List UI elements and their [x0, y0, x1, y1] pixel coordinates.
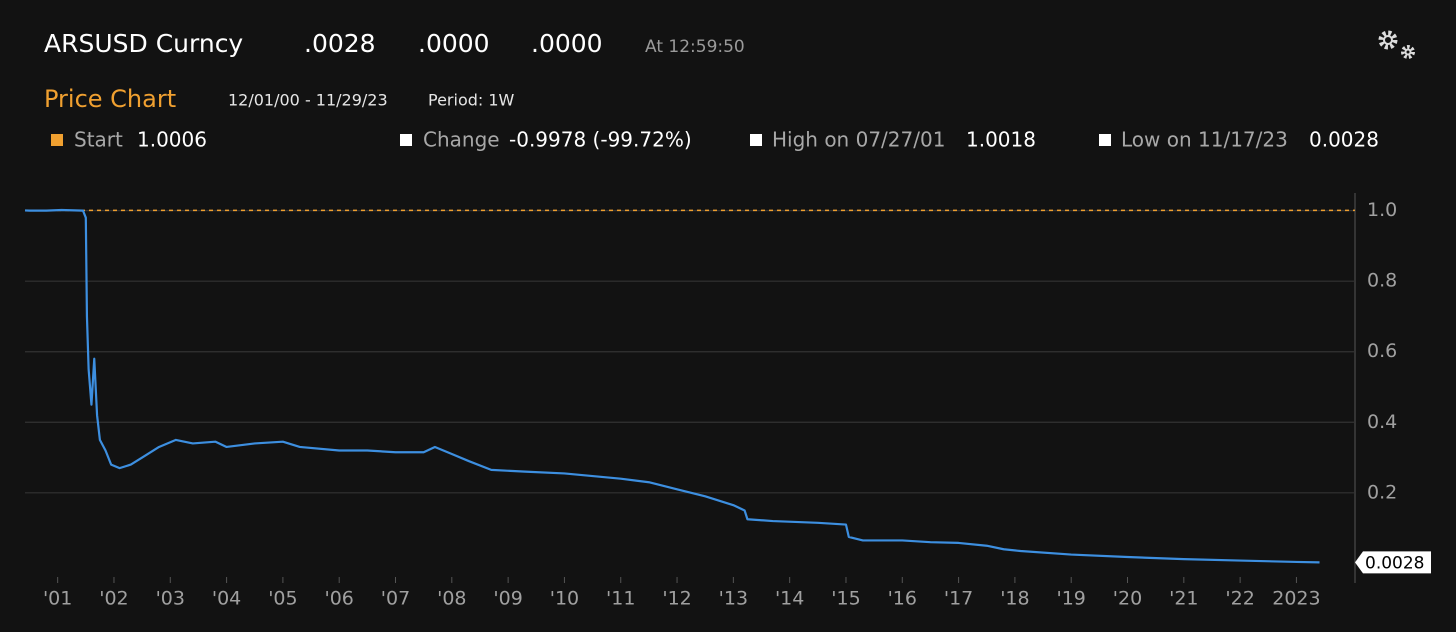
timestamp: At 12:59:50 [645, 37, 745, 57]
y-tick-label: 0.2 [1367, 481, 1397, 503]
pct-change: .0000 [531, 29, 603, 58]
settings-icon[interactable] [1378, 30, 1415, 59]
low-bullet [1099, 134, 1111, 146]
gear-small-hub [1404, 48, 1412, 56]
x-tick-label: '04 [212, 588, 241, 610]
x-tick-label: '11 [606, 588, 635, 610]
x-tick-label: '17 [944, 588, 973, 610]
chart-title: Price Chart [44, 85, 176, 113]
ticker: ARSUSD Curncy [44, 29, 243, 58]
x-tick-label: '01 [43, 588, 72, 610]
x-tick-label: 2023 [1272, 588, 1320, 610]
last-value-label: 0.0028 [1365, 553, 1424, 573]
x-tick-label: '18 [1000, 588, 1029, 610]
x-tick-label: '08 [437, 588, 466, 610]
y-tick-label: 0.6 [1367, 340, 1397, 362]
last-value-box [1355, 551, 1431, 574]
change-bullet [400, 134, 412, 146]
x-tick-label: '09 [493, 588, 522, 610]
y-tick-label: 0.4 [1367, 411, 1397, 433]
x-tick-label: '06 [324, 588, 353, 610]
start-value: 1.0006 [137, 128, 207, 152]
x-tick-label: '10 [550, 588, 579, 610]
net-change: .0000 [418, 29, 490, 58]
x-tick-label: '03 [156, 588, 185, 610]
x-tick-label: '12 [662, 588, 691, 610]
gear-small [1401, 45, 1415, 59]
high-bullet [750, 134, 762, 146]
x-tick-label: '02 [99, 588, 128, 610]
low-label: Low on 11/17/23 [1121, 128, 1288, 152]
x-tick-label: '19 [1057, 588, 1086, 610]
high-value: 1.0018 [966, 128, 1036, 152]
gear-large [1378, 30, 1398, 50]
date-range: 12/01/00 - 11/29/23 [228, 91, 388, 110]
x-tick-label: '15 [831, 588, 860, 610]
start-bullet [51, 134, 63, 146]
high-label: High on 07/27/01 [772, 128, 945, 152]
x-tick-label: '22 [1225, 588, 1254, 610]
y-tick-label: 0.8 [1367, 270, 1397, 292]
x-tick-label: '14 [775, 588, 804, 610]
y-tick-label: 1.0 [1367, 199, 1397, 221]
low-value: 0.0028 [1309, 128, 1379, 152]
x-tick-label: '07 [381, 588, 410, 610]
x-tick-label: '13 [719, 588, 748, 610]
period: Period: 1W [428, 91, 515, 110]
x-tick-label: '16 [888, 588, 917, 610]
last-price: .0028 [304, 29, 376, 58]
change-label: Change [423, 128, 500, 152]
x-tick-label: '21 [1169, 588, 1198, 610]
start-label: Start [74, 128, 123, 152]
gear-large-hub [1383, 35, 1393, 45]
change-value: -0.9978 (-99.72%) [509, 128, 692, 152]
price-line [24, 208, 1320, 564]
x-tick-label: '20 [1113, 588, 1142, 610]
x-tick-label: '05 [268, 588, 297, 610]
